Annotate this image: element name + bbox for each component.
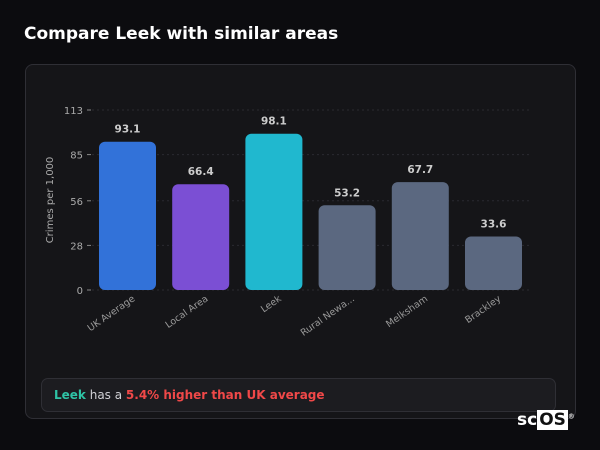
data-label: 93.1 xyxy=(115,124,141,136)
x-tick-label: Brackley xyxy=(463,293,503,326)
data-label: 66.4 xyxy=(188,166,214,178)
x-tick-label: Local Area xyxy=(164,293,211,330)
y-tick-label: 85 xyxy=(70,151,83,162)
x-tick-label: Leek xyxy=(259,293,284,315)
summary-highlight: 5.4% higher than UK average xyxy=(125,388,325,402)
y-tick-label: 56 xyxy=(70,197,83,208)
comparison-summary: Leek has a 5.4% higher than UK average xyxy=(41,378,556,412)
y-axis-label: Crimes per 1,000 xyxy=(45,157,56,244)
data-label: 98.1 xyxy=(261,116,287,128)
bar[interactable] xyxy=(465,236,522,290)
bar[interactable] xyxy=(99,141,156,290)
scos-logo: sc OS ® xyxy=(517,410,575,430)
x-tick-label: Melksham xyxy=(384,293,430,330)
x-tick-label: UK Average xyxy=(86,293,138,334)
y-tick-label: 28 xyxy=(70,241,83,252)
bar[interactable] xyxy=(391,182,449,290)
bar[interactable] xyxy=(318,205,376,290)
x-tick-label: Rural Newa... xyxy=(299,293,357,338)
data-label: 33.6 xyxy=(481,218,507,230)
summary-area: Leek xyxy=(54,388,86,402)
y-tick-label: 0 xyxy=(77,286,83,297)
summary-text: has a xyxy=(85,388,126,402)
page-title: Compare Leek with similar areas xyxy=(24,24,339,44)
bar[interactable] xyxy=(245,133,303,290)
y-tick-label: 113 xyxy=(64,106,83,117)
bar[interactable] xyxy=(172,184,230,290)
data-label: 67.7 xyxy=(407,164,433,176)
data-label: 53.2 xyxy=(334,187,360,199)
